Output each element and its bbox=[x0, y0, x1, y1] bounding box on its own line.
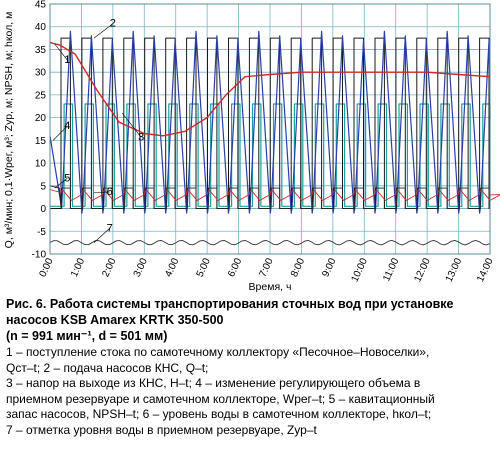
caption-title: Рис. 6. Работа системы транспортирования… bbox=[6, 297, 454, 327]
y-axis-title: Q, м³/мин; 0,1·Wрег, м³; Zур, м; NPSH, м… bbox=[3, 12, 15, 249]
y-tick-label: 25 bbox=[35, 90, 47, 101]
y-tick-label: 45 bbox=[35, 0, 47, 11]
curve-5-leader bbox=[54, 178, 68, 189]
y-tick-label: -5 bbox=[37, 227, 46, 238]
x-tick-label: 5:00 bbox=[195, 256, 213, 279]
y-tick-label: 5 bbox=[40, 181, 46, 192]
curve-7-label: 7 bbox=[107, 222, 113, 234]
x-tick-label: 11:00 bbox=[381, 256, 401, 283]
x-tick-labels: 0:00 1:00 2:00 3:00 4:00 5:00 6:00 7:00 8:00 9:00… bbox=[38, 256, 496, 284]
curve-4-label: 4 bbox=[64, 120, 70, 132]
caption-legend-line: 7 – отметка уровня воды в приемном резер… bbox=[6, 422, 317, 437]
x-tick-label: 9:00 bbox=[320, 256, 338, 279]
y-tick-label: 40 bbox=[35, 22, 47, 33]
y-tick-label: 0 bbox=[40, 204, 46, 215]
curve-number-labels: 1 2 3 4 5 6 7 bbox=[52, 18, 144, 243]
x-tick-label: 12:00 bbox=[412, 256, 433, 284]
x-axis-title: Время, ч bbox=[249, 281, 292, 293]
y-tick-label: -10 bbox=[32, 250, 47, 261]
series-7-line bbox=[49, 239, 490, 246]
curve-6-leader bbox=[93, 191, 110, 193]
x-tick-label: 14:00 bbox=[475, 256, 496, 284]
y-tick-label: 15 bbox=[35, 136, 47, 147]
curve-5-label: 5 bbox=[64, 172, 70, 184]
curve-4-leader bbox=[52, 125, 68, 141]
x-tick-label: 4:00 bbox=[163, 256, 181, 279]
curve-1-label: 1 bbox=[64, 54, 70, 66]
caption-legend: 1 – поступление стока по самотечному кол… bbox=[6, 345, 494, 438]
x-tick-label: 3:00 bbox=[132, 256, 150, 279]
y-tick-label: 20 bbox=[35, 113, 47, 124]
series-lines bbox=[49, 30, 500, 246]
series-5-line bbox=[49, 185, 490, 209]
series-1-line bbox=[49, 41, 491, 137]
x-tick-label: 7:00 bbox=[258, 256, 276, 279]
curve-2-label: 2 bbox=[110, 18, 116, 30]
x-tick-label: 8:00 bbox=[289, 256, 307, 279]
y-tick-label: 30 bbox=[35, 68, 47, 79]
caption-legend-line: запас насосов, NPSH–t; 6 – уровень воды … bbox=[6, 407, 432, 421]
y-tick-label: 10 bbox=[35, 159, 47, 170]
y-tick-label: 35 bbox=[35, 45, 47, 56]
curve-6-label: 6 bbox=[107, 186, 113, 198]
curve-3-leader bbox=[122, 112, 142, 138]
curve-7-leader bbox=[93, 228, 110, 243]
curve-3-label: 3 bbox=[138, 131, 144, 143]
x-tick-label: 2:00 bbox=[100, 256, 118, 279]
caption-legend-line: 1 – поступление стока по самотечному кол… bbox=[6, 345, 430, 359]
x-tick-label: 13:00 bbox=[444, 256, 465, 284]
figure-caption: Рис. 6. Работа системы транспортирования… bbox=[6, 296, 494, 438]
y-tick-labels: -10 -5 0 5 10 15 20 25 30 35 40 45 bbox=[32, 0, 47, 261]
x-tick-label: 1:00 bbox=[69, 256, 87, 279]
plot-frame bbox=[49, 3, 491, 255]
series-2-line bbox=[50, 37, 490, 209]
caption-legend-line: 3 – напор на выходе из КНС, H–t; 4 – изм… bbox=[6, 376, 421, 390]
caption-legend-line: Qст–t; 2 – подача насосов КНС, Q–t; bbox=[6, 360, 209, 375]
series-3-line bbox=[50, 103, 491, 207]
x-tick-label: 6:00 bbox=[226, 256, 244, 279]
caption-params: (n = 991 мин⁻¹, d = 501 мм) bbox=[6, 329, 168, 343]
curve-2-leader bbox=[93, 23, 114, 39]
series-6-line bbox=[49, 189, 500, 201]
x-tick-label: 10:00 bbox=[349, 256, 370, 284]
caption-legend-line: приемном резервуаре и самотечном коллект… bbox=[6, 391, 435, 406]
curve-1-leader bbox=[54, 43, 68, 61]
